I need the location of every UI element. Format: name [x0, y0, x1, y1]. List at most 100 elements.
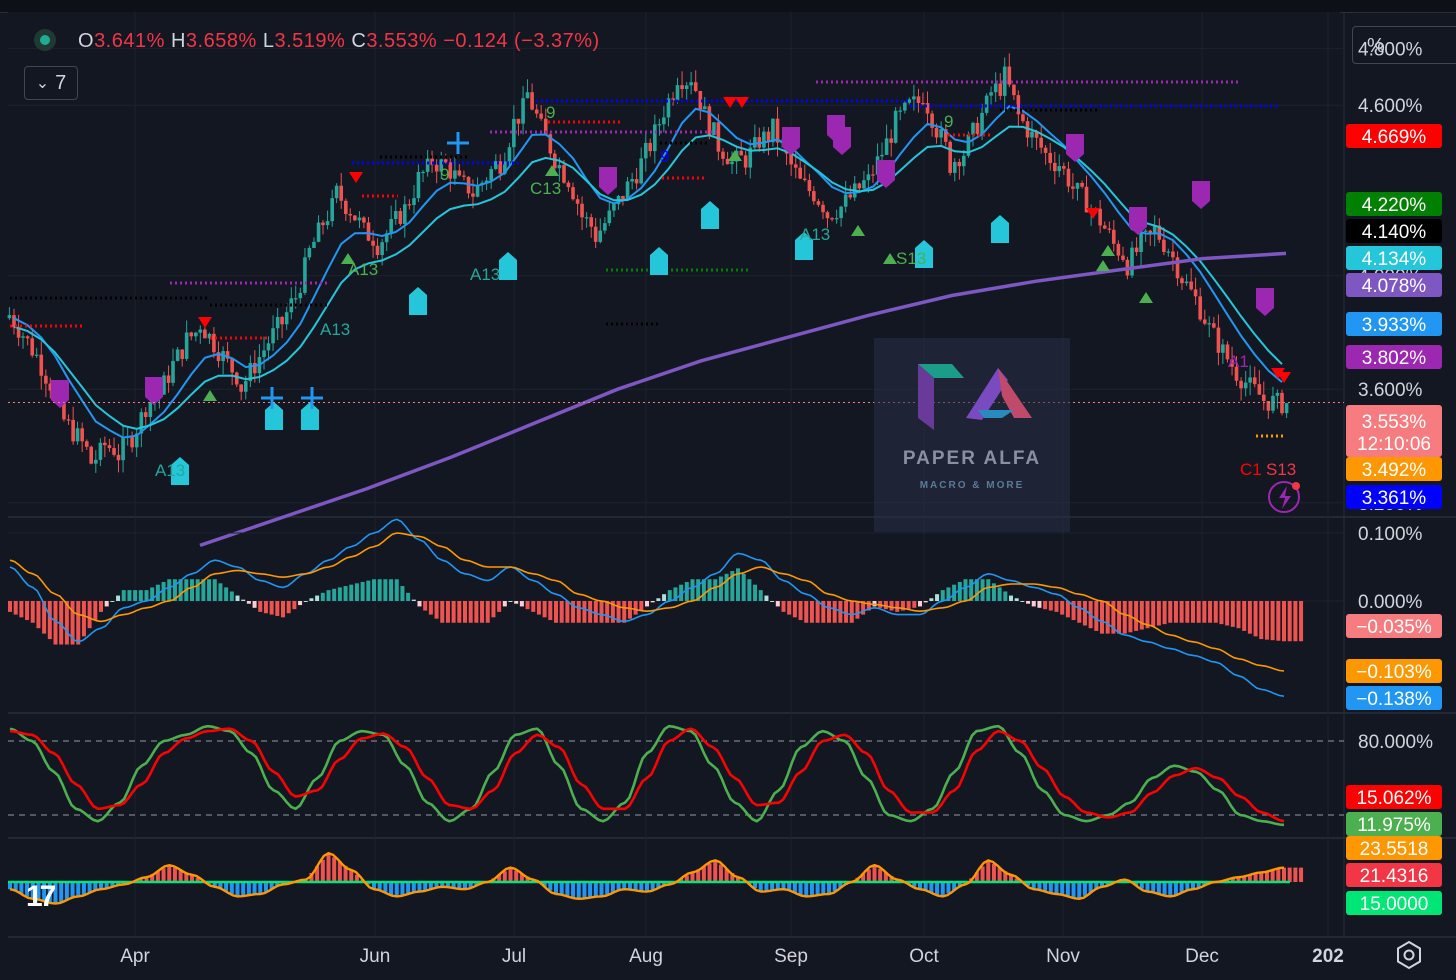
- candle-body: [893, 110, 898, 143]
- cyan-buy-marker-icon: [409, 287, 427, 315]
- candle-body: [344, 200, 348, 215]
- bar-countdown-label: 12:10:06: [1357, 434, 1431, 455]
- macd-hist-bar: [127, 590, 132, 601]
- macd-hist-bar: [269, 601, 274, 615]
- candle-body: [412, 198, 416, 205]
- cyan-buy-marker-icon: [301, 402, 319, 430]
- osc-bar: [1054, 882, 1059, 894]
- candle-body: [821, 204, 825, 213]
- candle-body: [262, 350, 266, 358]
- candle-body: [353, 215, 357, 221]
- macd-hist-bar: [633, 601, 638, 615]
- osc-bar: [457, 882, 462, 889]
- osc-bar: [986, 860, 991, 882]
- macd-hist-bar: [59, 601, 64, 645]
- osc-bar: [1134, 882, 1139, 886]
- last-price-label: 3.553%: [1362, 412, 1427, 433]
- green-up-triangle-icon: [545, 165, 559, 176]
- osc-bar: [93, 882, 98, 891]
- candle-body: [880, 154, 884, 157]
- candle-body: [1243, 382, 1248, 389]
- candle-body: [1098, 208, 1102, 226]
- candle-body: [1162, 239, 1166, 252]
- osc-bar: [451, 882, 456, 888]
- osc-red-label: 21.4316: [1360, 866, 1429, 887]
- candle-body: [421, 171, 425, 174]
- candle-body: [1084, 186, 1089, 213]
- macd-hist-bar: [428, 601, 433, 615]
- macd-hist-bar: [47, 601, 52, 640]
- candle-body: [1016, 95, 1021, 115]
- osc-bar: [576, 882, 581, 899]
- macd-hist-bar: [286, 601, 291, 614]
- candle-body: [107, 445, 112, 449]
- macd-hist-bar: [298, 601, 303, 606]
- osc-bar: [1270, 870, 1275, 882]
- macd-hist-bar: [849, 601, 854, 623]
- candle-body: [484, 180, 489, 183]
- macd-hist-bar: [1054, 601, 1059, 612]
- green-up-triangle-icon: [851, 225, 865, 236]
- osc-bar: [76, 882, 81, 897]
- plus-marker-icon: [301, 387, 323, 409]
- osc-bar: [707, 863, 712, 882]
- candle-body: [453, 170, 457, 179]
- signal-annotation: A13: [320, 320, 350, 339]
- candle-body: [857, 183, 862, 189]
- osc-bar: [656, 882, 661, 888]
- candle-body: [525, 92, 530, 99]
- osc-bar: [861, 873, 866, 882]
- osc-bar: [263, 882, 268, 892]
- green-up-triangle-icon: [1101, 245, 1115, 256]
- candle-body: [884, 138, 889, 155]
- macd-hist-bar: [815, 601, 820, 623]
- macd-hist-bar: [679, 584, 684, 601]
- candle-body: [621, 195, 625, 200]
- macd-hist-bar: [832, 601, 837, 623]
- osc-bar: [946, 882, 951, 894]
- candle-body: [243, 381, 248, 392]
- macd-hist-bar: [804, 601, 809, 623]
- scale-mode-button[interactable]: %: [1352, 26, 1456, 64]
- signal-annotation: C13: [530, 179, 561, 198]
- candle-body: [30, 338, 35, 356]
- macd-hist-bar: [383, 579, 388, 601]
- indicators-collapse-button[interactable]: ⌄ 7: [24, 66, 78, 100]
- candle-body: [1030, 131, 1034, 138]
- candle-body: [112, 448, 116, 455]
- candle-body: [612, 204, 616, 211]
- osc-bar: [622, 882, 627, 890]
- macd-hist-bar: [144, 590, 149, 601]
- alert-lightning-icon: [1279, 486, 1291, 509]
- osc-bar: [372, 882, 376, 890]
- candle-body: [534, 109, 539, 114]
- osc-bar: [1282, 867, 1286, 882]
- settings-gear-icon[interactable]: [1394, 940, 1424, 970]
- candle-body: [684, 85, 689, 90]
- osc-bar: [309, 873, 314, 882]
- candle-body: [707, 106, 712, 136]
- time-tick-label: Dec: [1185, 946, 1219, 967]
- macd-hist-bar: [1173, 601, 1178, 623]
- macd-hist-bar: [400, 586, 405, 601]
- alert-badge: [1292, 482, 1300, 490]
- macd-hist-bar: [1196, 601, 1201, 623]
- osc-bar: [474, 882, 479, 886]
- macd-hist-bar: [662, 594, 667, 601]
- osc-bar: [610, 882, 615, 893]
- candle-body: [993, 83, 998, 93]
- candle-body: [925, 103, 930, 114]
- osc-bar: [349, 870, 354, 882]
- macd-hist-bar: [389, 579, 394, 601]
- price-badge-label-bg: [1346, 246, 1442, 270]
- candle-body: [184, 332, 189, 359]
- osc-bar: [599, 882, 604, 897]
- osc-bar: [1048, 882, 1053, 893]
- candle-body: [7, 315, 12, 319]
- candle-body: [1039, 137, 1043, 148]
- visibility-toggle-icon[interactable]: [34, 28, 56, 51]
- candle-body: [80, 428, 84, 442]
- price-badge-label: 3.492%: [1362, 460, 1427, 481]
